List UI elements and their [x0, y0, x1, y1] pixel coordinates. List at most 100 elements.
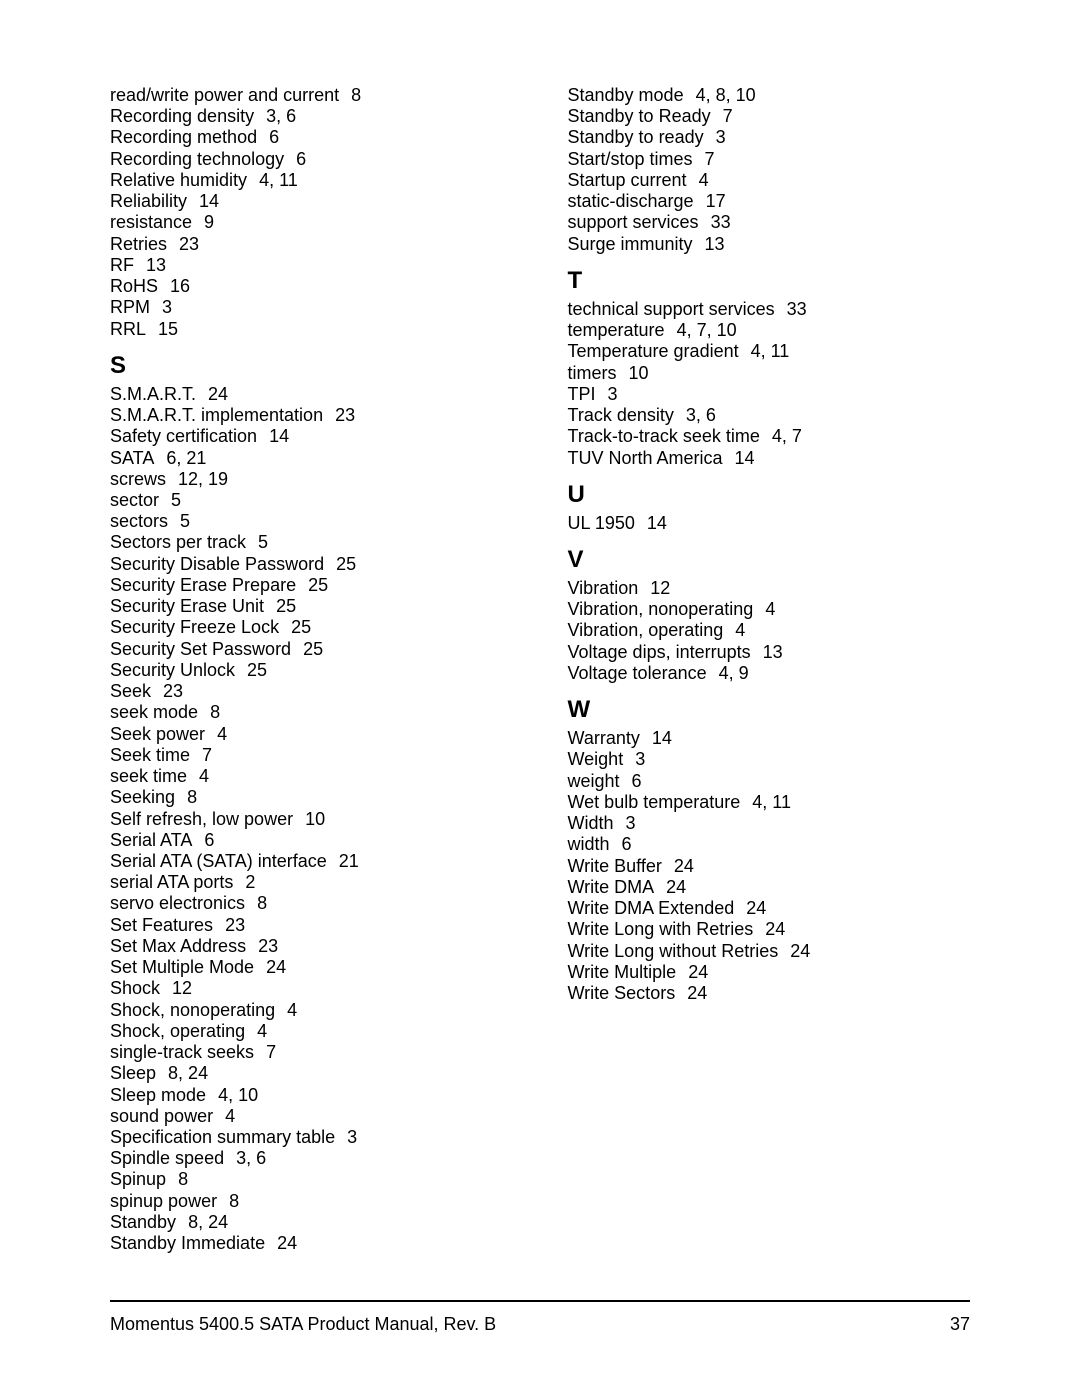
index-pages[interactable]: 8 — [351, 85, 361, 105]
index-pages[interactable]: 25 — [303, 639, 323, 659]
index-pages[interactable]: 8 — [257, 893, 267, 913]
index-pages[interactable]: 4 — [257, 1021, 267, 1041]
index-pages[interactable]: 4 — [199, 766, 209, 786]
index-entry: S.M.A.R.T.24 — [110, 384, 513, 405]
index-term: Standby — [110, 1212, 176, 1232]
index-pages[interactable]: 7 — [705, 149, 715, 169]
index-pages[interactable]: 14 — [199, 191, 219, 211]
index-pages[interactable]: 3 — [626, 813, 636, 833]
index-pages[interactable]: 5 — [258, 532, 268, 552]
index-pages[interactable]: 6, 21 — [166, 448, 206, 468]
index-pages[interactable]: 6 — [632, 771, 642, 791]
index-pages[interactable]: 4, 10 — [218, 1085, 258, 1105]
index-pages[interactable]: 7 — [202, 745, 212, 765]
index-pages[interactable]: 23 — [335, 405, 355, 425]
index-pages[interactable]: 25 — [336, 554, 356, 574]
index-pages[interactable]: 8, 24 — [188, 1212, 228, 1232]
index-pages[interactable]: 4 — [287, 1000, 297, 1020]
index-pages[interactable]: 24 — [687, 983, 707, 1003]
index-pages[interactable]: 24 — [746, 898, 766, 918]
index-term: RoHS — [110, 276, 158, 296]
index-term: Seek power — [110, 724, 205, 744]
index-pages[interactable]: 25 — [308, 575, 328, 595]
index-pages[interactable]: 6 — [269, 127, 279, 147]
index-pages[interactable]: 24 — [688, 962, 708, 982]
index-pages[interactable]: 4 — [735, 620, 745, 640]
index-pages[interactable]: 33 — [787, 299, 807, 319]
index-entry: Surge immunity13 — [568, 234, 971, 255]
index-pages[interactable]: 24 — [765, 919, 785, 939]
index-term: Recording technology — [110, 149, 284, 169]
index-pages[interactable]: 6 — [296, 149, 306, 169]
index-entry: Set Max Address23 — [110, 936, 513, 957]
index-pages[interactable]: 23 — [225, 915, 245, 935]
index-pages[interactable]: 4 — [765, 599, 775, 619]
index-pages[interactable]: 14 — [647, 513, 667, 533]
index-pages[interactable]: 14 — [269, 426, 289, 446]
index-pages[interactable]: 13 — [705, 234, 725, 254]
index-pages[interactable]: 10 — [629, 363, 649, 383]
index-pages[interactable]: 4, 7 — [772, 426, 802, 446]
index-pages[interactable]: 3, 6 — [266, 106, 296, 126]
index-pages[interactable]: 14 — [735, 448, 755, 468]
index-pages[interactable]: 4, 7, 10 — [677, 320, 737, 340]
index-pages[interactable]: 2 — [245, 872, 255, 892]
index-pages[interactable]: 3 — [162, 297, 172, 317]
index-pages[interactable]: 4 — [699, 170, 709, 190]
index-pages[interactable]: 15 — [158, 319, 178, 339]
index-pages[interactable]: 8 — [178, 1169, 188, 1189]
index-pages[interactable]: 25 — [276, 596, 296, 616]
index-pages[interactable]: 16 — [170, 276, 190, 296]
index-pages[interactable]: 24 — [790, 941, 810, 961]
index-pages[interactable]: 7 — [723, 106, 733, 126]
index-pages[interactable]: 13 — [763, 642, 783, 662]
index-pages[interactable]: 23 — [258, 936, 278, 956]
index-entry: Recording density3, 6 — [110, 106, 513, 127]
index-pages[interactable]: 33 — [711, 212, 731, 232]
index-pages[interactable]: 4, 8, 10 — [696, 85, 756, 105]
index-pages[interactable]: 6 — [204, 830, 214, 850]
footer-page-number: 37 — [950, 1314, 970, 1335]
index-pages[interactable]: 5 — [180, 511, 190, 531]
index-pages[interactable]: 12 — [172, 978, 192, 998]
index-pages[interactable]: 4 — [225, 1106, 235, 1126]
index-pages[interactable]: 3 — [347, 1127, 357, 1147]
index-term: sector — [110, 490, 159, 510]
index-pages[interactable]: 3 — [635, 749, 645, 769]
index-pages[interactable]: 3, 6 — [686, 405, 716, 425]
index-pages[interactable]: 12, 19 — [178, 469, 228, 489]
index-pages[interactable]: 10 — [305, 809, 325, 829]
index-pages[interactable]: 14 — [652, 728, 672, 748]
index-pages[interactable]: 8 — [210, 702, 220, 722]
page-footer: Momentus 5400.5 SATA Product Manual, Rev… — [110, 1300, 970, 1335]
index-pages[interactable]: 24 — [666, 877, 686, 897]
index-pages[interactable]: 8 — [229, 1191, 239, 1211]
index-pages[interactable]: 23 — [163, 681, 183, 701]
index-pages[interactable]: 4 — [217, 724, 227, 744]
index-pages[interactable]: 24 — [674, 856, 694, 876]
index-pages[interactable]: 13 — [146, 255, 166, 275]
index-pages[interactable]: 17 — [706, 191, 726, 211]
index-pages[interactable]: 25 — [247, 660, 267, 680]
index-pages[interactable]: 9 — [204, 212, 214, 232]
index-pages[interactable]: 3 — [608, 384, 618, 404]
index-pages[interactable]: 12 — [650, 578, 670, 598]
index-pages[interactable]: 3 — [716, 127, 726, 147]
index-pages[interactable]: 3, 6 — [236, 1148, 266, 1168]
index-pages[interactable]: 25 — [291, 617, 311, 637]
index-pages[interactable]: 4, 9 — [719, 663, 749, 683]
index-pages[interactable]: 4, 11 — [751, 341, 790, 361]
index-pages[interactable]: 21 — [339, 851, 359, 871]
index-entry: Warranty14 — [568, 728, 971, 749]
index-pages[interactable]: 4, 11 — [752, 792, 791, 812]
index-pages[interactable]: 24 — [208, 384, 228, 404]
index-pages[interactable]: 7 — [266, 1042, 276, 1062]
index-pages[interactable]: 8, 24 — [168, 1063, 208, 1083]
index-pages[interactable]: 6 — [622, 834, 632, 854]
index-pages[interactable]: 24 — [277, 1233, 297, 1253]
index-pages[interactable]: 24 — [266, 957, 286, 977]
index-pages[interactable]: 23 — [179, 234, 199, 254]
index-pages[interactable]: 8 — [187, 787, 197, 807]
index-pages[interactable]: 5 — [171, 490, 181, 510]
index-pages[interactable]: 4, 11 — [259, 170, 298, 190]
